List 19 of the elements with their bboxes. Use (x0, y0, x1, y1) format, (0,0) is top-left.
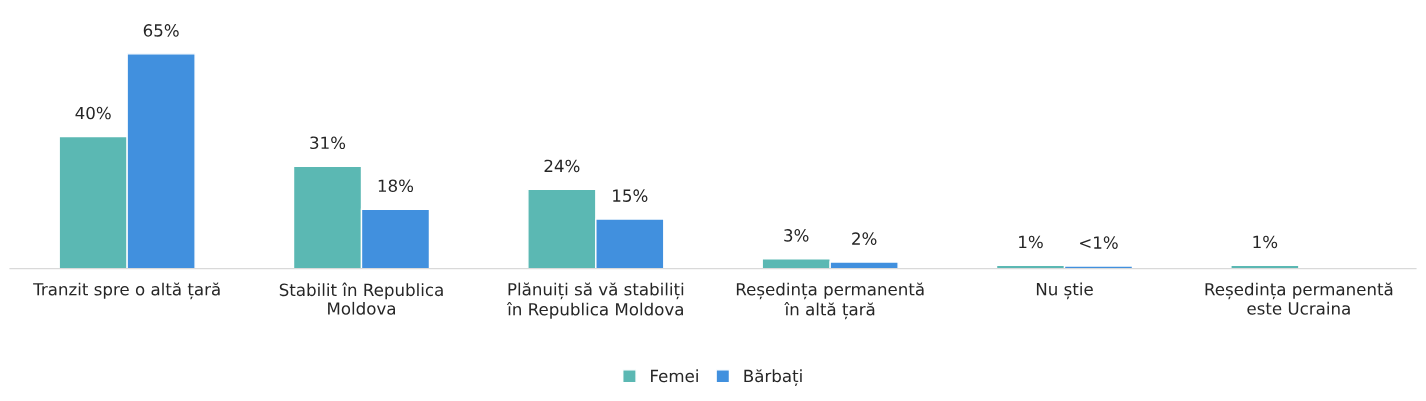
data-label: 15% (613, 189, 648, 202)
x-tick-label: Tranzit spre o altă țară (33, 282, 220, 300)
data-label: 2% (852, 232, 877, 245)
data-label: 3% (784, 229, 809, 242)
legend-label: Femei (651, 369, 698, 383)
data-label: 24% (544, 159, 580, 173)
legend-label: Bărbați (744, 369, 802, 386)
data-label: 40% (75, 106, 111, 120)
x-tick-label: Plănuiți să vă stabiliți în Republica Moldova (506, 282, 684, 319)
x-tick-label: Reședința permanentă este Ucraina (1205, 282, 1393, 315)
data-label: 1% (1019, 235, 1043, 249)
x-tick-label: Nu știe (1036, 282, 1093, 300)
data-label: 1% (1253, 235, 1278, 249)
x-tick-label: Stabilit în Republica Moldova (279, 282, 443, 315)
data-label: <1% (1080, 236, 1118, 249)
data-label: 65% (143, 24, 179, 37)
x-tick-label: Reședința permanentă în altă țară (736, 282, 924, 320)
data-label: 18% (378, 179, 414, 193)
data-label: 31% (310, 136, 346, 150)
